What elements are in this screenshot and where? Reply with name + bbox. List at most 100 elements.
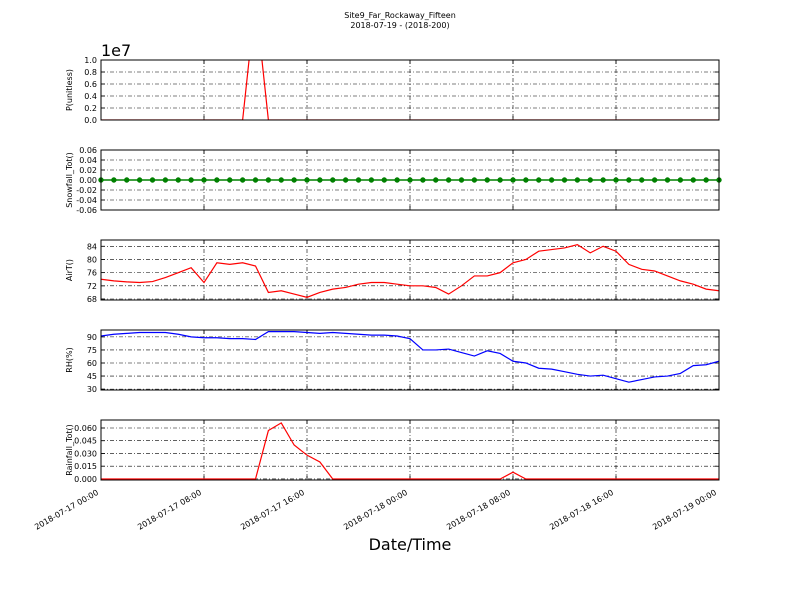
- series-marker: [690, 177, 696, 183]
- panel: -0.06-0.04-0.020.000.020.040.06 Snowfall_…: [65, 146, 722, 215]
- y-tick-label: -0.04: [76, 196, 97, 205]
- y-tick-label: 75: [87, 346, 97, 355]
- y-tick-label: 0.4: [84, 92, 97, 101]
- series-marker: [381, 177, 387, 183]
- series-marker: [330, 177, 336, 183]
- y-tick-label: 1.0: [84, 56, 97, 65]
- series-marker: [355, 177, 362, 183]
- y-tick-label: 45: [87, 372, 97, 381]
- series-marker: [368, 177, 375, 183]
- series-marker: [239, 177, 246, 183]
- y-tick-label: 72: [87, 282, 97, 291]
- panel: 68 72 76 80 84 AirT(): [65, 239, 720, 304]
- series-marker: [252, 177, 259, 183]
- series-marker: [523, 177, 529, 183]
- series-marker: [175, 177, 181, 183]
- series-marker: [445, 177, 452, 183]
- series-marker: [407, 177, 413, 183]
- y-axis-label: RH(%): [65, 347, 74, 372]
- y-tick-label: 0.04: [79, 156, 97, 165]
- series-marker: [677, 177, 684, 183]
- series-marker: [111, 177, 117, 183]
- figure-subtitle: 2018-07-19 - (2018-200): [350, 21, 449, 30]
- y-tick-label: 0.0: [84, 116, 97, 125]
- series-marker: [510, 177, 516, 183]
- y-axis-label: Rainfall_Tot(): [65, 424, 74, 476]
- y-tick-label: -0.06: [76, 206, 97, 215]
- y-tick-label: 80: [87, 255, 97, 264]
- x-axis-label: Date/Time: [369, 535, 452, 554]
- series-marker: [561, 177, 568, 183]
- y-tick-label: 0.000: [74, 475, 97, 484]
- series-marker: [703, 177, 709, 183]
- series-marker: [201, 177, 207, 183]
- series-marker: [458, 177, 465, 183]
- series-marker: [613, 177, 619, 183]
- x-tick-label: 2018-07-19 00:00: [651, 488, 718, 532]
- series-marker: [639, 177, 645, 183]
- y-tick-label: 68: [87, 295, 97, 304]
- series-marker: [433, 177, 439, 183]
- series-marker: [214, 177, 220, 183]
- y-tick-label: 0.8: [84, 68, 97, 77]
- series-line: [101, 243, 719, 298]
- series-marker: [548, 177, 555, 183]
- x-tick-label: 2018-07-17 08:00: [136, 488, 203, 532]
- figure-title: Site9_Far_Rockaway_Fifteen: [344, 11, 456, 20]
- y-tick-label: 0.2: [84, 104, 97, 113]
- series-marker: [304, 177, 310, 183]
- series-marker: [291, 177, 297, 183]
- y-tick-label: 60: [87, 359, 97, 368]
- panel: 30 45 60 75 90 RH(%): [65, 329, 720, 394]
- x-tick-label: 2018-07-17 16:00: [239, 488, 306, 532]
- series-marker: [342, 177, 349, 183]
- y-tick-label: 0.06: [79, 146, 97, 155]
- y-axis-label: Snowfall_Tot(): [65, 152, 74, 208]
- series-marker: [626, 177, 632, 183]
- x-tick-label: 2018-07-17 00:00: [33, 488, 100, 532]
- series-marker: [536, 177, 542, 183]
- series-marker: [574, 177, 581, 183]
- offset-label: 1e7: [101, 41, 131, 60]
- series-marker: [497, 177, 503, 183]
- series-marker: [265, 177, 272, 183]
- y-tick-label: 84: [87, 242, 97, 251]
- series-marker: [188, 177, 194, 183]
- series-marker: [664, 177, 671, 183]
- x-tick-label: 2018-07-18 00:00: [342, 488, 409, 532]
- y-tick-label: 0.030: [74, 449, 97, 458]
- y-tick-label: 0.00: [79, 176, 97, 185]
- series-marker: [600, 177, 606, 183]
- y-axis-label: AirT(): [65, 259, 74, 281]
- y-tick-label: 90: [87, 333, 97, 342]
- x-tick-label: 2018-07-18 16:00: [548, 488, 615, 532]
- axes-frame: [100, 59, 720, 121]
- series-marker: [278, 177, 284, 183]
- series-marker: [124, 177, 130, 183]
- series-line: [101, 331, 719, 383]
- y-tick-label: 30: [87, 385, 97, 394]
- y-tick-label: 0.015: [74, 462, 97, 471]
- series-line: [101, 422, 719, 480]
- y-tick-label: -0.02: [76, 186, 97, 195]
- y-axis-label: P(unitless): [65, 69, 74, 111]
- y-tick-label: 0.045: [74, 437, 97, 446]
- axes-frame: [100, 149, 720, 211]
- series-marker: [484, 177, 490, 183]
- series-marker: [587, 177, 593, 183]
- axes-frame: [100, 239, 720, 301]
- series-marker: [394, 177, 400, 183]
- y-tick-label: 76: [87, 269, 97, 278]
- panel: 0.0 0.2 0.4 0.6 0.8 1.0 P(unitless) 1e7: [65, 41, 720, 125]
- series-marker: [420, 177, 426, 183]
- series-marker: [227, 177, 233, 183]
- axes-frame: [100, 419, 720, 481]
- axes-frame: [100, 329, 720, 391]
- x-tick-label: 2018-07-18 08:00: [445, 488, 512, 532]
- series-marker: [471, 177, 478, 183]
- series-marker: [317, 177, 323, 183]
- y-tick-label: 0.060: [74, 424, 97, 433]
- y-tick-label: 0.02: [79, 166, 97, 175]
